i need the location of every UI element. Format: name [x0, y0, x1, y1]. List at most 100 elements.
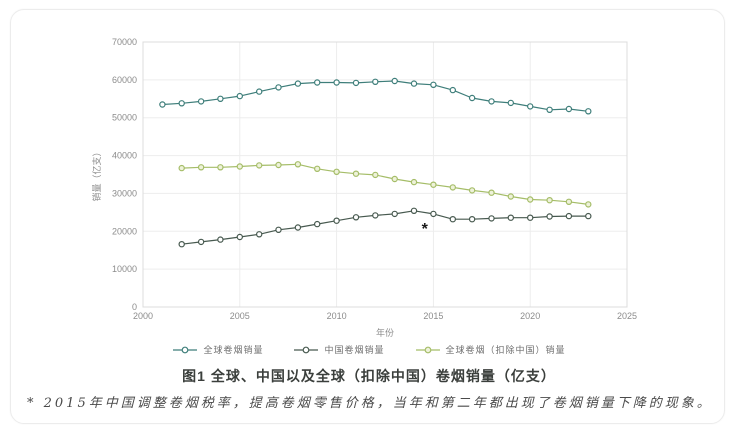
data-point-marker — [449, 184, 456, 191]
data-point-marker — [468, 187, 476, 194]
data-point-marker — [449, 215, 456, 223]
data-point-marker — [585, 212, 592, 220]
data-point-marker — [275, 84, 282, 91]
data-point-marker — [333, 168, 340, 175]
x-tick-label: 2015 — [423, 311, 443, 321]
data-point-marker — [565, 212, 573, 220]
legend-label: 全球卷烟销量 — [203, 345, 264, 355]
data-point-marker — [314, 165, 321, 172]
data-point-marker — [275, 161, 282, 169]
y-tick-label: 70000 — [112, 37, 137, 47]
data-point-marker — [159, 101, 166, 108]
data-point-marker — [546, 213, 553, 220]
data-point-marker — [430, 210, 437, 218]
data-point-marker — [527, 214, 534, 221]
data-point-marker — [256, 162, 263, 169]
data-point-marker — [507, 99, 514, 107]
data-point-marker — [294, 161, 302, 168]
data-point-marker — [430, 81, 437, 89]
data-point-marker — [430, 181, 437, 188]
x-tick-label: 2010 — [327, 311, 347, 321]
axis-tick-labels: 0 10000 20000 30000 40000 50000 60000 70000 2000… — [112, 37, 637, 321]
data-point-marker — [507, 214, 514, 221]
data-point-marker — [565, 198, 573, 205]
data-point-marker — [468, 215, 476, 223]
data-point-marker — [275, 226, 282, 233]
y-tick-label: 0 — [132, 302, 137, 312]
data-point-marker — [197, 164, 205, 171]
series-3-line — [178, 161, 592, 208]
data-point-marker — [217, 236, 224, 243]
y-tick-label: 10000 — [112, 264, 137, 274]
data-point-marker — [585, 201, 592, 208]
data-point-marker — [256, 88, 263, 95]
data-point-marker — [391, 175, 398, 183]
data-point-marker — [391, 210, 398, 218]
y-tick-label: 50000 — [112, 113, 137, 123]
data-point-marker — [527, 103, 534, 110]
legend-item-2: 中国卷烟销量 — [293, 343, 384, 356]
y-tick-label: 20000 — [112, 226, 137, 236]
data-point-marker — [178, 240, 185, 248]
data-point-marker — [585, 108, 592, 115]
x-tick-label: 2005 — [230, 311, 250, 321]
data-point-marker — [488, 215, 495, 222]
data-point-marker — [256, 231, 263, 238]
y-tick-label: 40000 — [112, 151, 137, 161]
data-point-marker — [372, 171, 379, 179]
chart-legend: 全球卷烟销量 中国卷烟销量 全球卷烟（扣除中国）销量 — [0, 343, 738, 356]
data-point-marker — [333, 79, 340, 86]
data-point-marker — [372, 212, 379, 219]
legend-item-1: 全球卷烟销量 — [172, 343, 263, 356]
data-point-marker — [565, 105, 573, 113]
data-point-marker — [352, 170, 360, 177]
legend-label: 中国卷烟销量 — [324, 345, 385, 355]
data-point-marker — [410, 207, 418, 214]
x-tick-label: 2025 — [617, 311, 637, 321]
figure-caption: 图1 全球、中国以及全球（扣除中国）卷烟销量（亿支） — [182, 368, 556, 384]
data-point-marker — [217, 164, 224, 171]
data-point-marker — [333, 217, 340, 224]
plot-border — [142, 41, 628, 308]
data-point-marker — [178, 100, 185, 107]
data-point-marker — [546, 196, 553, 204]
data-point-marker — [507, 193, 514, 200]
data-point-marker — [410, 178, 418, 186]
data-point-marker — [410, 80, 418, 87]
data-point-marker — [391, 77, 398, 85]
data-point-marker — [294, 80, 302, 87]
x-tick-label: 2020 — [520, 311, 540, 321]
data-point-marker — [294, 224, 302, 231]
series-2-line — [178, 207, 592, 248]
data-point-marker — [352, 214, 360, 221]
data-point-marker — [468, 94, 476, 102]
data-point-marker — [314, 220, 321, 228]
figure-footnote: * 2015年中国调整卷烟税率，提高卷烟零售价格，当年和第二年都出现了卷烟销量下… — [27, 396, 713, 411]
legend-item-3: 全球卷烟（扣除中国）销量 — [415, 343, 566, 356]
legend-swatch-icon — [294, 346, 319, 353]
series-1-line — [159, 77, 592, 115]
data-point-marker — [197, 238, 205, 246]
data-point-marker — [236, 163, 243, 170]
data-point-marker — [488, 189, 495, 196]
data-point-marker — [236, 92, 243, 100]
data-point-marker — [197, 98, 205, 105]
x-axis-title: 年份 — [376, 327, 394, 338]
legend-swatch-icon — [415, 346, 440, 353]
y-tick-label: 60000 — [112, 75, 137, 85]
legend-swatch-icon — [173, 346, 198, 353]
data-point-marker — [527, 196, 534, 203]
tax-change-asterisk: * — [422, 221, 429, 238]
data-point-marker — [449, 86, 456, 94]
y-tick-label: 30000 — [112, 188, 137, 198]
y-axis-title: 销量（亿支） — [91, 147, 102, 201]
legend-label: 全球卷烟（扣除中国）销量 — [445, 345, 566, 355]
data-point-marker — [352, 79, 360, 87]
data-point-marker — [314, 79, 321, 86]
data-point-marker — [546, 106, 553, 114]
x-tick-label: 2000 — [133, 311, 153, 321]
data-point-marker — [178, 164, 185, 172]
data-point-marker — [372, 78, 379, 86]
